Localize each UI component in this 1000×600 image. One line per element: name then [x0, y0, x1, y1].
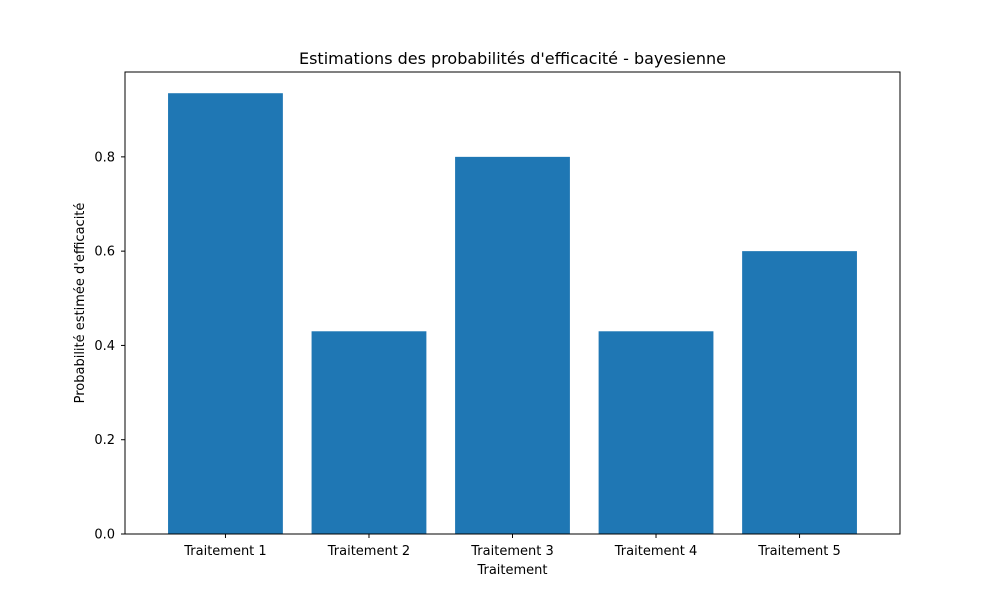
y-tick-label: 0.8: [94, 150, 115, 165]
y-tick-label: 0.4: [94, 339, 115, 354]
x-tick-label: Traitement 3: [470, 544, 553, 559]
y-tick-label: 0.6: [94, 245, 115, 260]
y-axis-label: Probabilité estimée d'efficacité: [73, 203, 88, 404]
x-tick-label: Traitement 4: [614, 544, 697, 559]
y-axis: 0.0 0.2 0.4 0.6 0.8: [94, 150, 125, 543]
y-tick-label: 0.0: [94, 528, 115, 543]
bars-layer: [168, 93, 857, 534]
bar-1: [168, 93, 283, 534]
bar-4: [598, 331, 714, 534]
x-tick-label: Traitement 2: [327, 544, 410, 559]
x-tick-label: Traitement 5: [757, 544, 840, 559]
x-tick-label: Traitement 1: [183, 544, 266, 559]
bar-3: [455, 156, 570, 534]
x-axis: Traitement 1 Traitement 2 Traitement 3 Trai…: [183, 534, 841, 559]
bar-2: [311, 331, 427, 534]
bar-5: [742, 251, 857, 534]
y-tick-label: 0.2: [94, 433, 115, 448]
x-axis-label: Traitement: [476, 563, 547, 578]
chart-title: Estimations des probabilités d'efficacit…: [299, 49, 726, 68]
